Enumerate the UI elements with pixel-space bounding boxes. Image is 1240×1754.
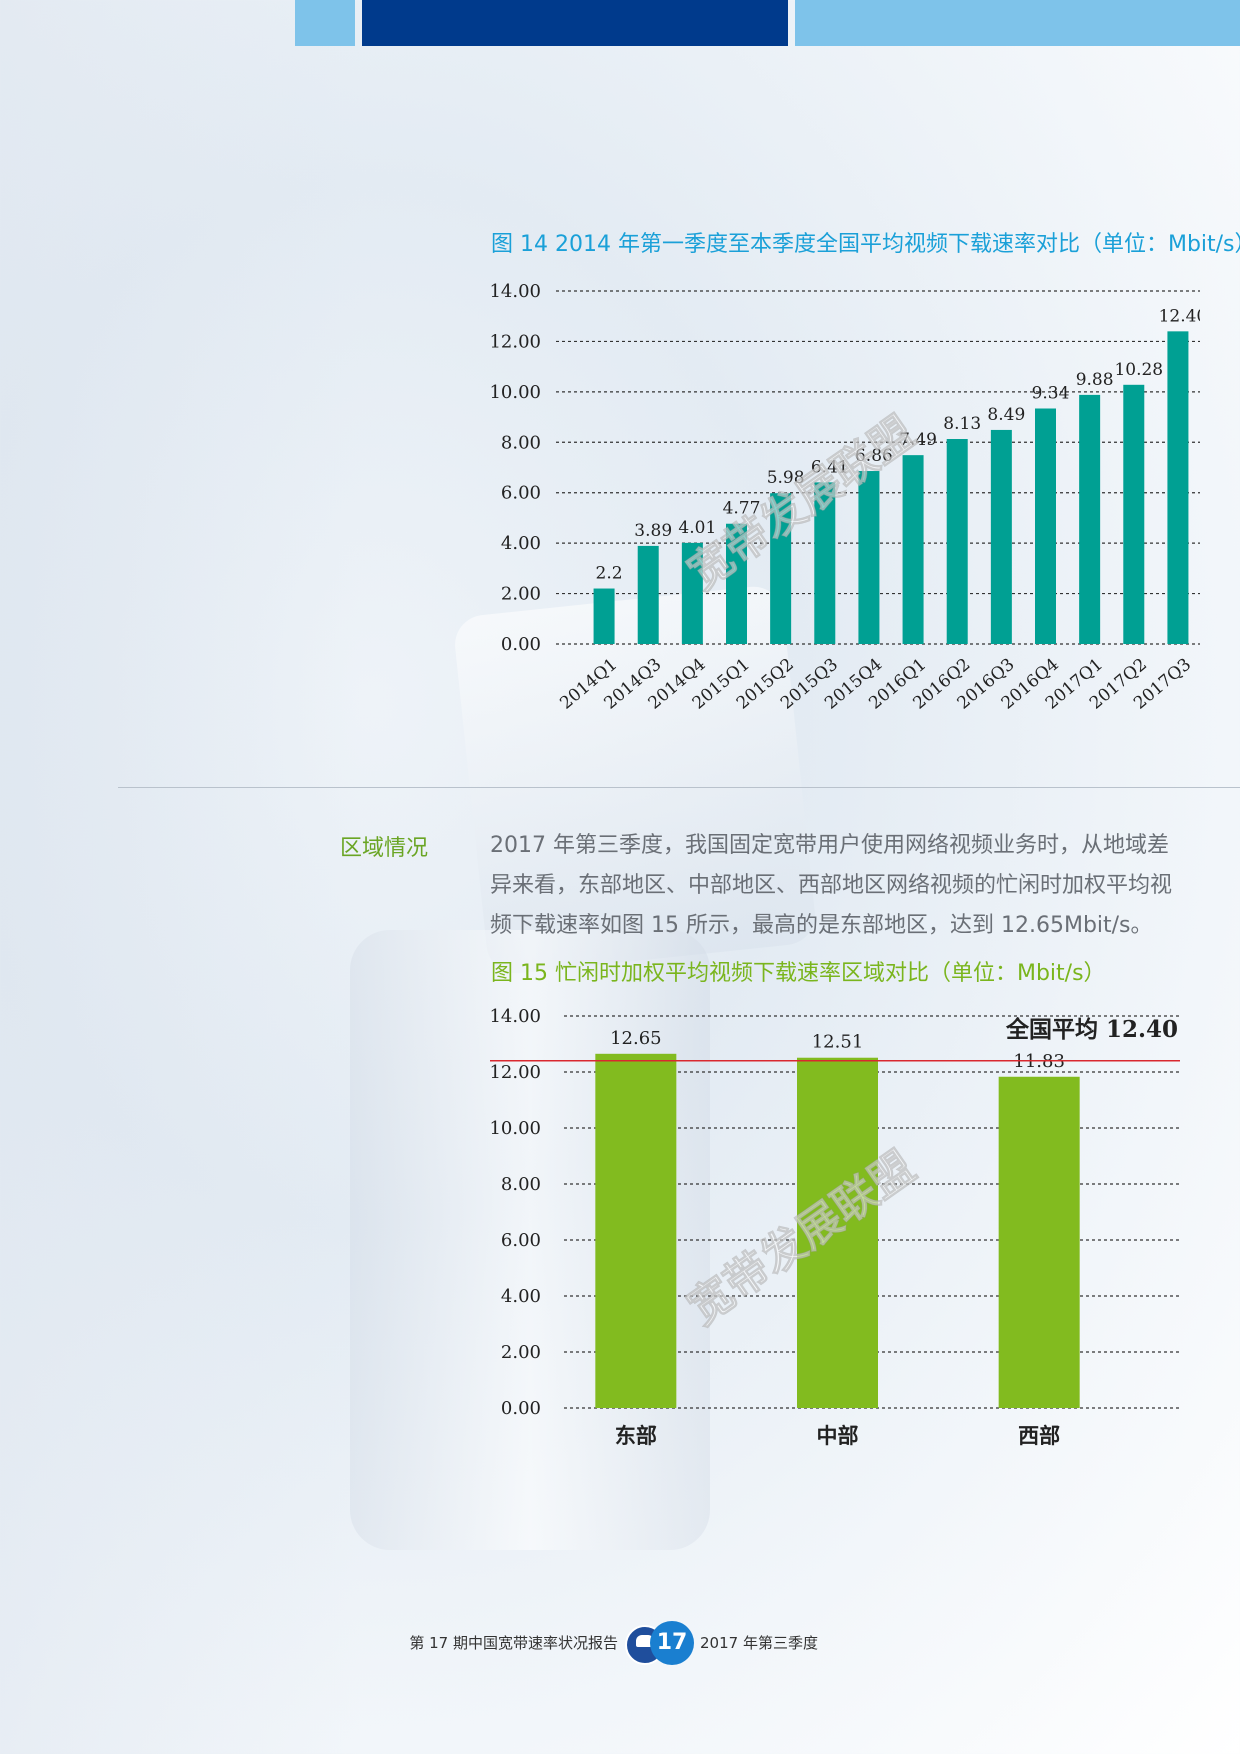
x-tick-label: 西部	[1018, 1423, 1060, 1448]
data-label: 6.86	[855, 446, 893, 466]
data-label: 4.01	[678, 518, 716, 538]
footer-report-title: 第 17 期中国宽带速率状况报告	[409, 1634, 618, 1652]
data-label: 3.89	[634, 521, 672, 541]
page-number: 17	[650, 1621, 694, 1665]
figure14-chart: 0.002.004.006.008.0010.0012.0014.002.220…	[489, 281, 1200, 714]
bar	[595, 1053, 677, 1408]
data-label: 4.77	[723, 499, 761, 519]
y-tick-label: 2.00	[501, 584, 541, 605]
bar	[1035, 408, 1056, 644]
bar	[726, 523, 747, 644]
bar	[1167, 331, 1189, 644]
average-reference-label: 全国平均 12.40	[1005, 1016, 1178, 1043]
y-tick-label: 10.00	[489, 382, 541, 403]
background-shade	[0, 0, 360, 1754]
bar	[681, 542, 703, 644]
data-label: 8.13	[943, 414, 981, 434]
y-tick-label: 4.00	[501, 533, 541, 554]
figure14-title: 图 14 2014 年第一季度至本季度全国平均视频下载速率对比（单位：Mbit/…	[491, 232, 1240, 257]
data-label: 12.51	[812, 1032, 864, 1053]
section-label: 区域情况	[340, 836, 429, 861]
data-label: 9.88	[1076, 370, 1114, 390]
data-label: 9.34	[1032, 383, 1070, 403]
y-tick-label: 14.00	[489, 1006, 541, 1027]
bar	[998, 1076, 1080, 1408]
bar	[1079, 394, 1101, 644]
data-label: 12.65	[610, 1028, 662, 1049]
bar	[946, 439, 968, 644]
bar	[858, 471, 880, 644]
watermark: 宽带发展联盟	[679, 407, 925, 600]
data-label: 12.40	[1159, 306, 1200, 326]
section-divider	[118, 787, 1240, 788]
section-paragraph: 2017 年第三季度，我国固定宽带用户使用网络视频业务时，从地域差异来看，东部地…	[490, 833, 1173, 938]
y-tick-label: 8.00	[501, 1174, 541, 1195]
x-tick-label: 东部	[615, 1423, 657, 1448]
bar	[593, 588, 615, 644]
y-tick-label: 14.00	[489, 281, 541, 302]
y-tick-label: 0.00	[501, 634, 541, 655]
data-label: 6.41	[811, 457, 849, 477]
y-tick-label: 0.00	[501, 1398, 541, 1419]
data-label: 7.49	[899, 430, 937, 450]
y-tick-label: 2.00	[501, 1342, 541, 1363]
page-footer: 第 17 期中国宽带速率状况报告 17 2017 年第三季度	[0, 1620, 1240, 1670]
y-tick-label: 10.00	[489, 1118, 541, 1139]
header-bar-center	[362, 0, 788, 46]
y-tick-label: 4.00	[501, 1286, 541, 1307]
data-label: 2.2	[596, 564, 623, 584]
header-bar-right	[795, 0, 1240, 46]
y-tick-label: 12.00	[489, 331, 541, 352]
bar	[1123, 384, 1145, 644]
y-tick-label: 12.00	[489, 1062, 541, 1083]
figure15-title: 图 15 忙闲时加权平均视频下载速率区域对比（单位：Mbit/s）	[491, 961, 1106, 986]
bar	[902, 455, 924, 644]
bar	[990, 429, 1012, 644]
bar	[770, 493, 792, 644]
bar	[637, 545, 659, 644]
figure15-chart: 0.00 2.00 4.00 6.00 8.00 10.00 12.00 14.00 12.65…	[489, 1006, 1180, 1448]
y-tick-label: 6.00	[501, 1230, 541, 1251]
y-tick-label: 8.00	[501, 432, 541, 453]
y-tick-label: 6.00	[501, 483, 541, 504]
footer-period: 2017 年第三季度	[700, 1634, 818, 1652]
header-bar-left	[295, 0, 355, 46]
data-label: 5.98	[767, 468, 805, 488]
bar	[814, 482, 836, 644]
x-tick-label: 中部	[817, 1423, 859, 1448]
data-label: 8.49	[987, 405, 1025, 425]
bar	[797, 1057, 878, 1408]
data-label: 10.28	[1114, 360, 1163, 380]
